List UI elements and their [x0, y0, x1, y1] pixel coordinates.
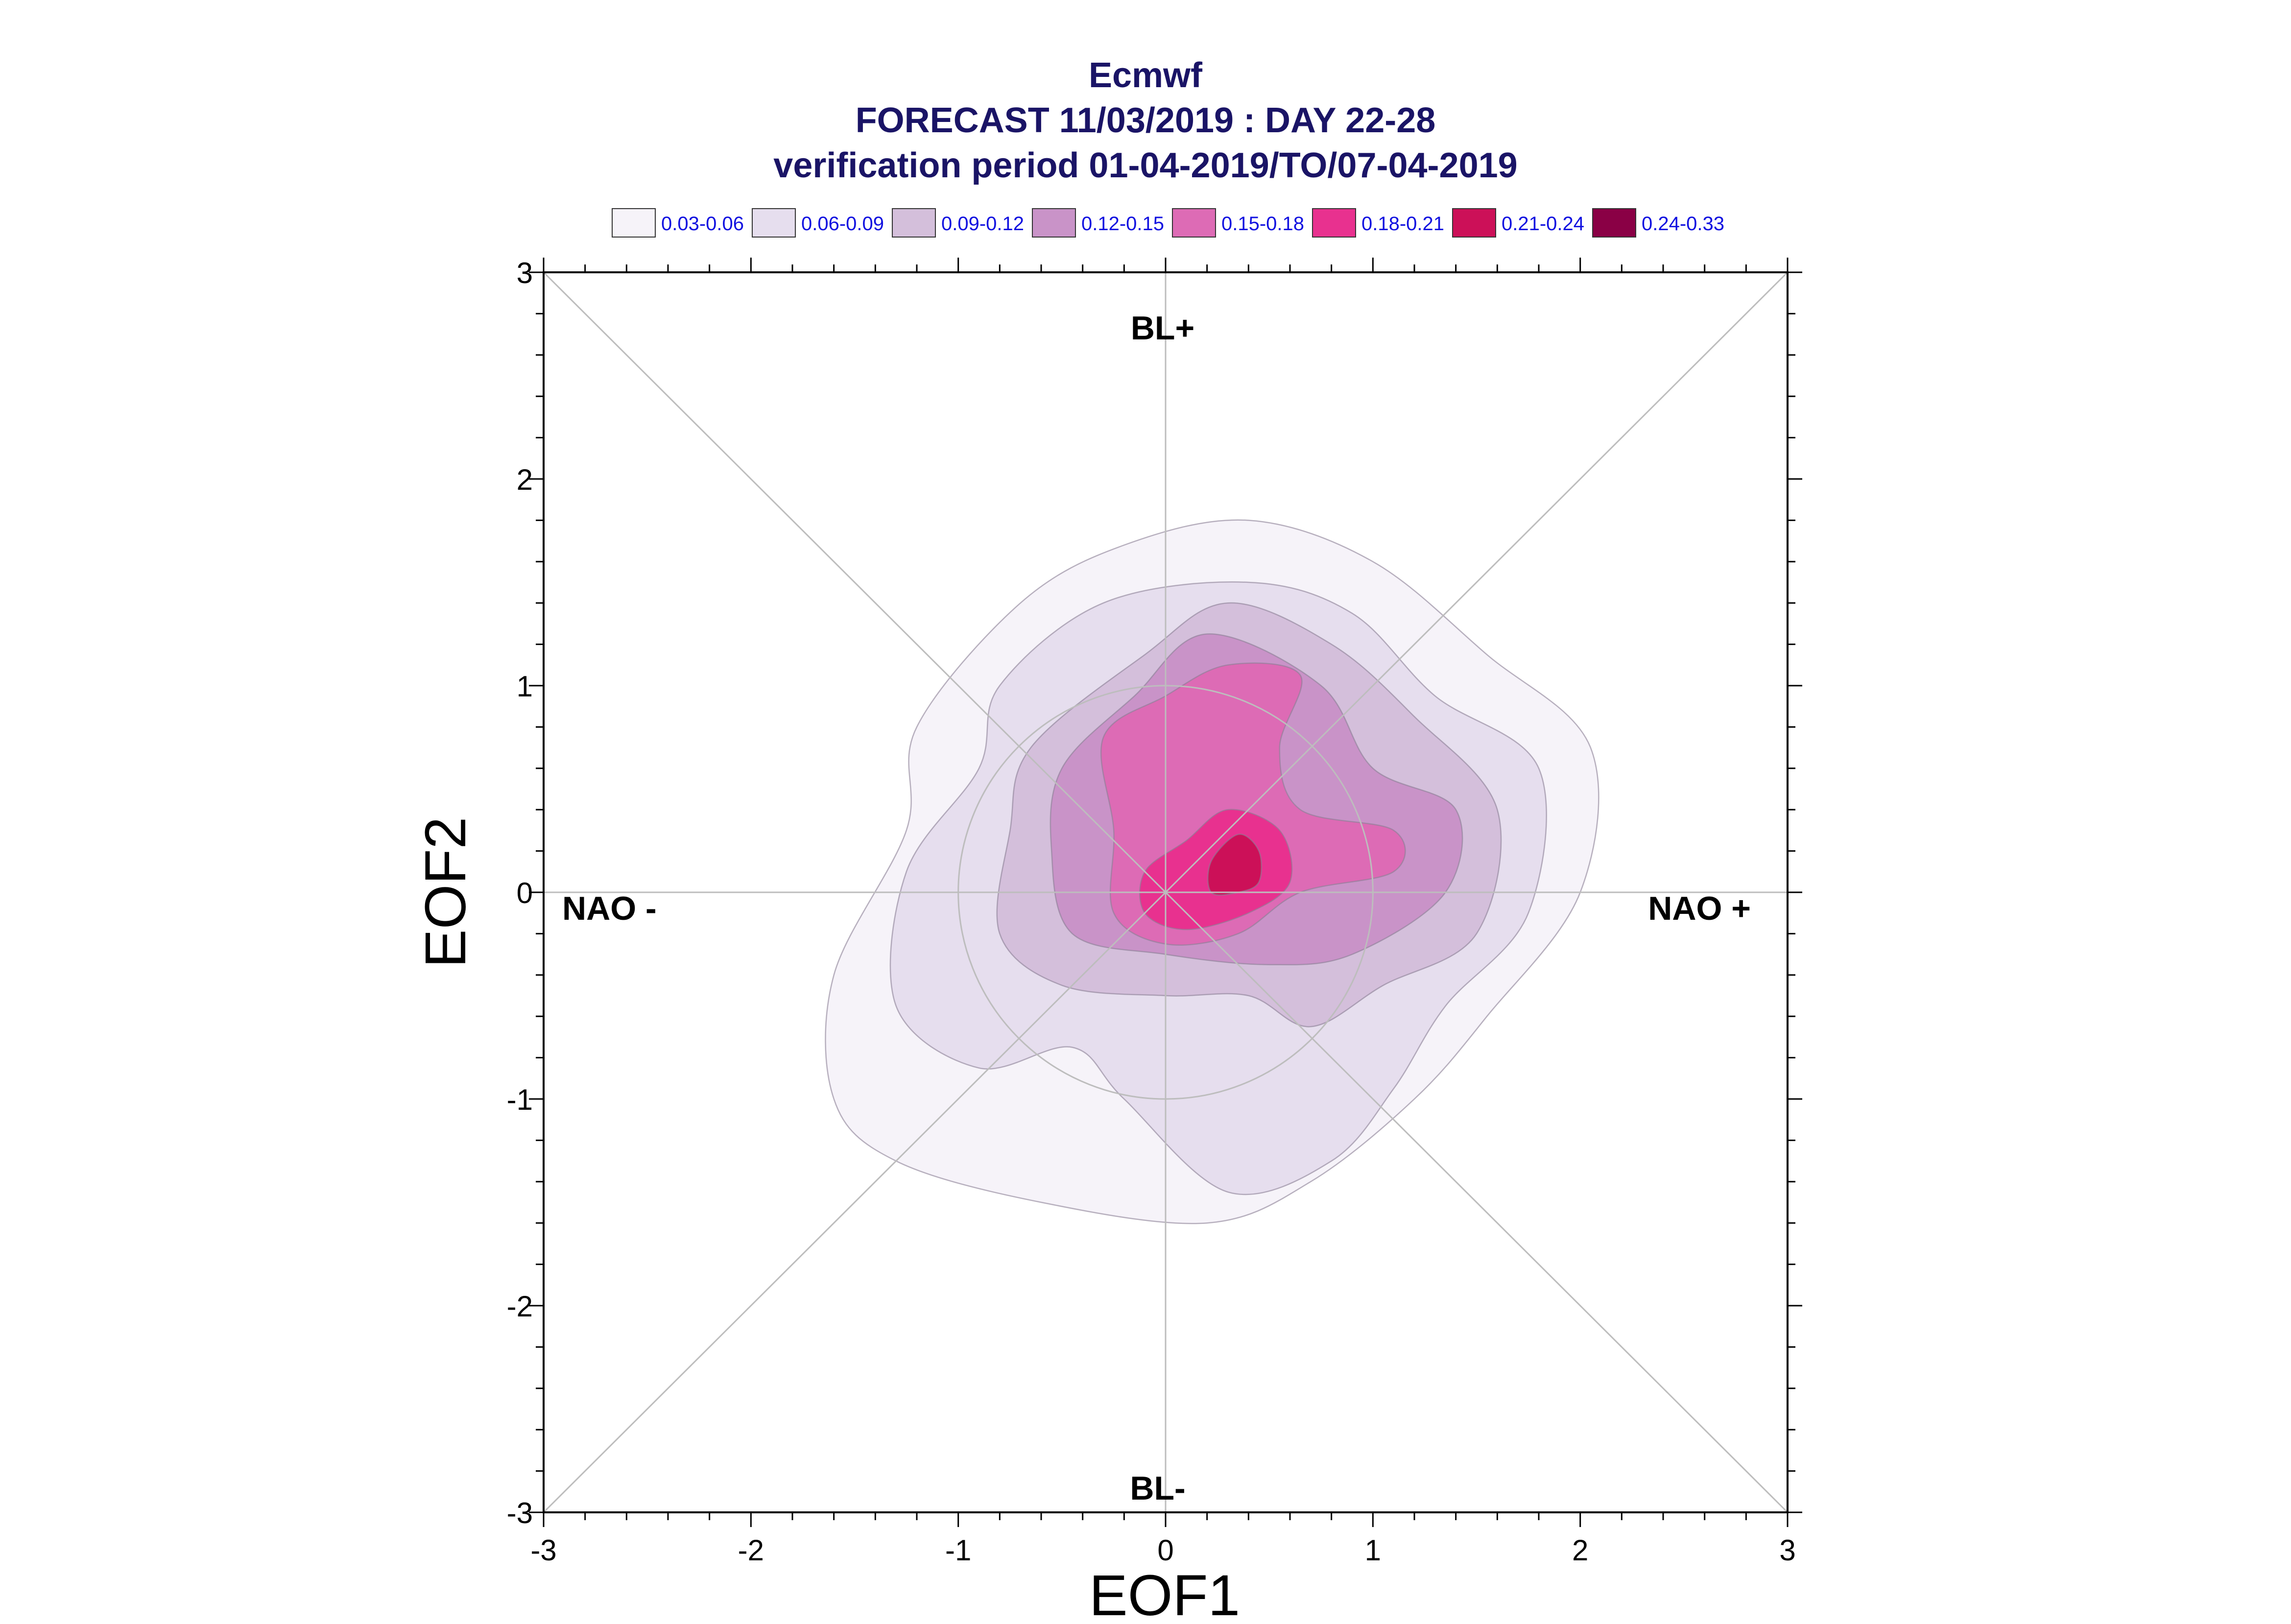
legend-label: 0.06-0.09 [801, 213, 884, 235]
y-axis-title: EOF2 [413, 817, 478, 968]
legend: 0.03-0.06 0.06-0.09 0.09-0.12 0.12-0.15 0.15… [612, 208, 1724, 238]
axis-ticks [529, 258, 1802, 1527]
tick-labels: -3 -2 -1 0 1 2 3 -3 -2 -1 0 1 2 3 [507, 257, 1796, 1567]
y-tick-label: 3 [517, 257, 533, 289]
x-tick-label: 2 [1572, 1534, 1588, 1567]
legend-label: 0.15-0.18 [1221, 213, 1304, 235]
legend-label: 0.09-0.12 [941, 213, 1024, 235]
x-tick-label: 1 [1365, 1534, 1381, 1567]
x-tick-label: -2 [738, 1534, 764, 1567]
regime-label-right: NAO + [1648, 890, 1751, 927]
density-contours [825, 519, 1599, 1224]
chart-title: Ecmwf [1089, 56, 1203, 95]
legend-label: 0.18-0.21 [1361, 213, 1444, 235]
guide-lines [543, 271, 1789, 1513]
legend-swatch [612, 208, 656, 238]
legend-label: 0.12-0.15 [1081, 213, 1164, 235]
y-tick-label: 0 [517, 877, 533, 909]
regime-label-left: NAO - [562, 890, 657, 927]
legend-label: 0.03-0.06 [661, 213, 744, 235]
y-tick-label: 1 [517, 670, 533, 703]
legend-label: 0.24-0.33 [1642, 213, 1724, 235]
legend-swatch [1172, 208, 1216, 238]
legend-swatch [752, 208, 796, 238]
chart-verification-period: verification period 01-04-2019/TO/07-04-… [773, 146, 1517, 185]
regime-label-top: BL+ [1131, 310, 1194, 347]
x-tick-label: 3 [1779, 1534, 1795, 1567]
regime-label-bottom: BL- [1130, 1470, 1185, 1507]
x-axis-title: EOF1 [1089, 1563, 1240, 1622]
legend-swatch [1032, 208, 1076, 238]
x-tick-label: -3 [530, 1534, 556, 1567]
reference-circle [957, 685, 1374, 1100]
legend-label: 0.21-0.24 [1502, 213, 1584, 235]
x-tick-label: 0 [1157, 1534, 1173, 1567]
legend-swatch [892, 208, 936, 238]
chart-subtitle: FORECAST 11/03/2019 : DAY 22-28 [856, 101, 1436, 140]
legend-swatch [1592, 208, 1636, 238]
y-tick-label: 2 [517, 463, 533, 496]
y-tick-label: -3 [507, 1497, 533, 1529]
y-tick-label: -2 [507, 1290, 533, 1323]
y-tick-label: -1 [507, 1083, 533, 1116]
legend-swatch [1312, 208, 1356, 238]
legend-swatch [1452, 208, 1496, 238]
x-tick-label: -1 [945, 1534, 971, 1567]
